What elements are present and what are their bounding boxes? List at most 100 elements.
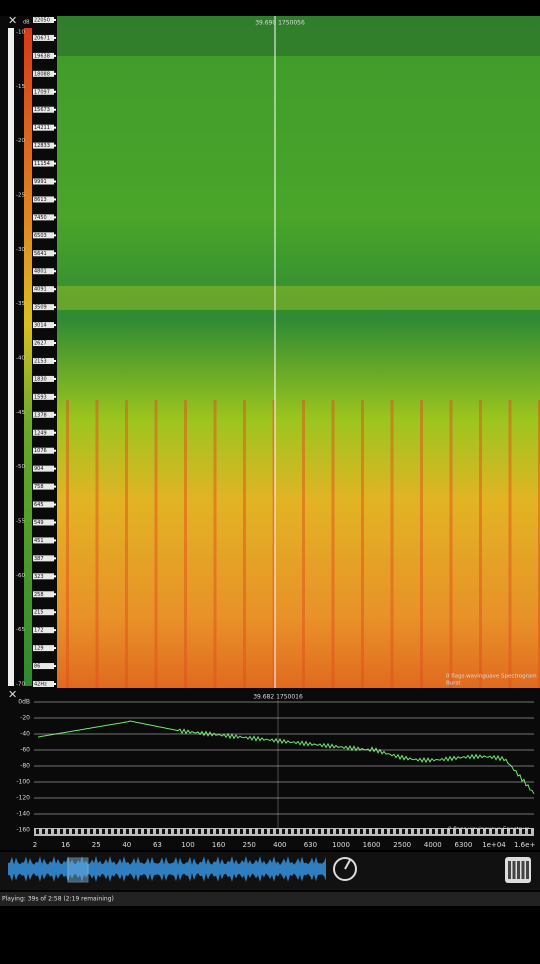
ruler-tick bbox=[36, 829, 39, 834]
ruler-tick bbox=[396, 829, 399, 834]
icon-bar bbox=[517, 861, 520, 879]
ruler-tick bbox=[438, 829, 441, 834]
db-tick-label: -55 bbox=[16, 519, 25, 525]
ruler-tick bbox=[270, 829, 273, 834]
tick bbox=[53, 324, 56, 327]
ruler-tick bbox=[192, 829, 195, 834]
freq-label: 323 bbox=[34, 574, 44, 580]
freq-label-bg bbox=[33, 124, 54, 131]
ruler-tick bbox=[336, 829, 339, 834]
level-bar bbox=[8, 28, 14, 686]
freq-label-bg bbox=[33, 70, 54, 77]
tick bbox=[53, 539, 56, 542]
tick bbox=[53, 270, 56, 273]
ruler-tick bbox=[450, 829, 453, 834]
tick bbox=[53, 288, 56, 291]
tick bbox=[53, 665, 56, 668]
tick bbox=[53, 72, 56, 75]
freq-label: 129 bbox=[34, 646, 44, 652]
ruler-tick bbox=[408, 829, 411, 834]
ruler-tick bbox=[354, 829, 357, 834]
stripe bbox=[154, 400, 158, 688]
freq-label-bg bbox=[33, 106, 54, 113]
ruler-tick bbox=[372, 829, 375, 834]
playhead[interactable] bbox=[67, 857, 89, 883]
stripe bbox=[390, 400, 394, 688]
close-button[interactable]: ✕ bbox=[8, 688, 17, 701]
ruler-tick bbox=[264, 829, 267, 834]
status-text: Playing: 39s of 2:58 (2:19 remaining) bbox=[2, 896, 114, 903]
freq-label-bg bbox=[33, 268, 54, 275]
freq-label-bg bbox=[33, 483, 54, 490]
icon-bar bbox=[521, 861, 525, 879]
waveform[interactable] bbox=[8, 856, 326, 882]
freq-label: 215 bbox=[34, 610, 44, 616]
freq-label: 6503 bbox=[34, 233, 47, 239]
ruler-tick bbox=[108, 829, 111, 834]
ruler-tick bbox=[228, 829, 231, 834]
stripe bbox=[538, 400, 540, 688]
freq-label: 4091 bbox=[34, 287, 47, 293]
freq-label-bg bbox=[33, 142, 54, 149]
freq-label-bg bbox=[33, 214, 54, 221]
y-tick-label: -60 bbox=[20, 747, 30, 754]
ruler-tick bbox=[360, 829, 363, 834]
y-tick-label: -20 bbox=[20, 715, 30, 722]
db-tick-label: -10 bbox=[16, 30, 25, 36]
db-tick-label: -40 bbox=[16, 356, 25, 362]
tick bbox=[53, 377, 56, 380]
ruler-tick bbox=[306, 829, 309, 834]
freq-label-bg bbox=[33, 250, 54, 257]
tick bbox=[53, 575, 56, 578]
ruler-tick bbox=[348, 829, 351, 834]
db-tick-label: -50 bbox=[16, 464, 25, 470]
ruler-tick bbox=[462, 829, 465, 834]
ruler-tick bbox=[162, 829, 165, 834]
freq-label-bg bbox=[33, 17, 54, 23]
tick bbox=[53, 252, 56, 255]
freq-label-bg bbox=[33, 52, 54, 59]
x-tick-label: 25 bbox=[92, 841, 101, 849]
freq-label: 549 bbox=[34, 520, 44, 526]
volume-knob[interactable] bbox=[333, 857, 357, 881]
tick bbox=[53, 234, 56, 237]
ruler-tick bbox=[498, 829, 501, 834]
ruler-tick bbox=[138, 829, 141, 834]
freq-label: 172 bbox=[34, 628, 44, 634]
freq-label: 2627 bbox=[34, 341, 47, 347]
spectrum-panel bbox=[0, 690, 540, 850]
ruler-tick bbox=[180, 829, 183, 834]
y-tick-label: -40 bbox=[20, 731, 30, 738]
tick bbox=[53, 611, 56, 614]
freq-label-bg bbox=[33, 627, 54, 634]
ruler-tick bbox=[258, 829, 261, 834]
freq-label-bg bbox=[33, 196, 54, 203]
freq-label: 15673 bbox=[34, 107, 50, 113]
close-button[interactable]: ✕ bbox=[8, 14, 17, 27]
tick bbox=[53, 90, 56, 93]
freq-label-bg bbox=[33, 286, 54, 293]
ruler-tick bbox=[318, 829, 321, 834]
ruler-tick bbox=[54, 829, 57, 834]
db-tick-label: -15 bbox=[16, 84, 25, 90]
tick bbox=[53, 359, 56, 362]
ruler-tick bbox=[522, 829, 525, 834]
db-tick-label: -70 bbox=[16, 682, 25, 688]
band bbox=[57, 16, 540, 56]
ruler-tick bbox=[432, 829, 435, 834]
db-tick-label: -30 bbox=[16, 247, 25, 253]
freq-label-bg bbox=[33, 411, 54, 418]
y-tick-label: -80 bbox=[20, 763, 30, 770]
tick bbox=[53, 413, 56, 416]
stripe bbox=[213, 400, 217, 688]
x-tick-label: 2 bbox=[33, 841, 37, 849]
ruler-tick bbox=[492, 829, 495, 834]
ruler-tick bbox=[132, 829, 135, 834]
x-tick-label: 1000 bbox=[332, 841, 350, 849]
freq-label-bg bbox=[33, 519, 54, 526]
spectrogram bbox=[57, 16, 540, 688]
ruler-tick bbox=[282, 829, 285, 834]
freq-label: 14211 bbox=[34, 125, 50, 131]
ruler-tick bbox=[66, 829, 69, 834]
x-tick-label: 160 bbox=[212, 841, 225, 849]
